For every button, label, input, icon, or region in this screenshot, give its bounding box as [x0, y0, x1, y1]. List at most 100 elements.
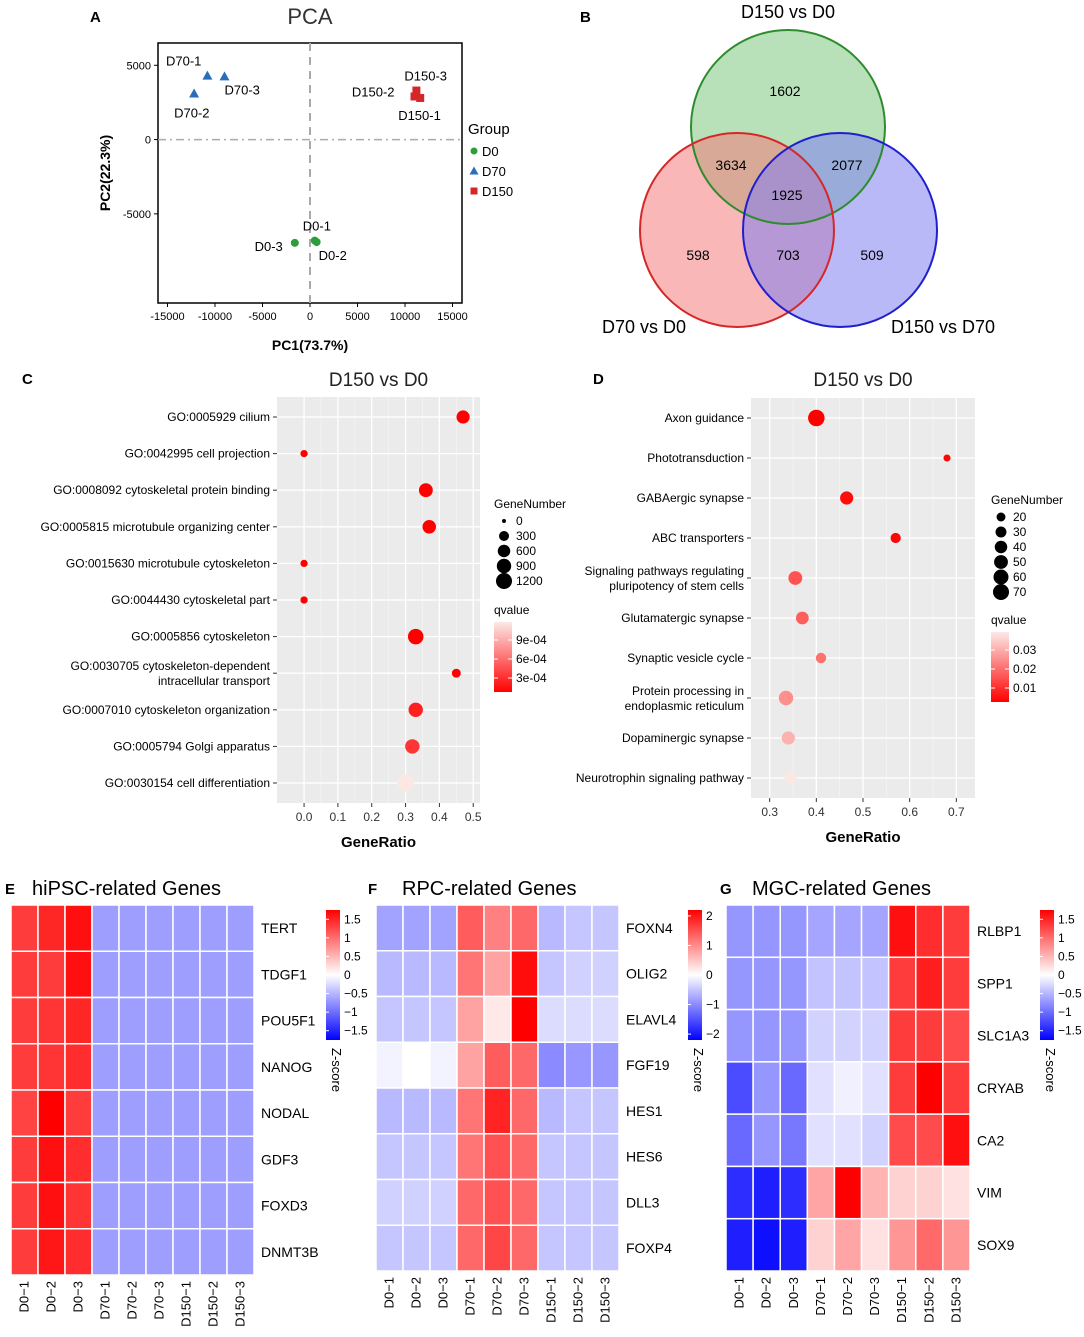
colorbar-tick-label: −1.5 [1058, 1024, 1082, 1038]
data-dot [300, 596, 308, 604]
heatmap-cell [510, 995, 539, 1043]
row-label: NODAL [261, 1105, 309, 1121]
column-label: D0−1 [382, 1277, 397, 1308]
term-label: GO:0005794 Golgi apparatus [113, 739, 270, 753]
heatmap-cell [402, 995, 431, 1043]
region-count-b-only: 598 [686, 247, 710, 263]
colorbar-tick-label: 1.5 [344, 912, 361, 926]
heatmap-cell [806, 1217, 836, 1272]
x-tick-label: 0.3 [761, 805, 778, 819]
colorbar [1040, 910, 1054, 1040]
heatmap-cell [429, 1041, 458, 1089]
term-label: Synaptic vesicle cycle [627, 651, 744, 665]
heatmap-cell [725, 1008, 754, 1063]
heatmap-cell [591, 1178, 620, 1226]
heatmap-cell [887, 904, 917, 959]
heatmap-cell [456, 1041, 485, 1089]
term-label: GO:0015630 microtubule cytoskeleton [66, 556, 270, 570]
heatmap-cell [537, 1133, 566, 1181]
heatmap-cell [91, 1181, 120, 1230]
heatmap-cell [375, 950, 404, 998]
heatmap-cell [199, 1228, 228, 1276]
data-dot [405, 739, 420, 754]
term-label: Signaling pathways regulating [585, 564, 744, 578]
heatmap-cell [456, 950, 485, 998]
data-dot [943, 454, 951, 462]
heatmap-cell [591, 1133, 620, 1181]
term-label: Axon guidance [665, 411, 745, 425]
panel-label: F [368, 881, 377, 898]
heatmap-cell [752, 1165, 781, 1220]
heatmap-cell [10, 996, 39, 1045]
data-point-d150-1 [416, 93, 425, 102]
heatmap-cell [725, 1217, 754, 1272]
heatmap-cell [199, 950, 228, 999]
data-dot [840, 491, 854, 505]
legend-marker [470, 147, 478, 155]
heatmap-cell [510, 1133, 539, 1181]
colorbar-tick-label: 2 [706, 909, 713, 923]
heatmap-cell [806, 1008, 836, 1063]
circle-d150-vs-d70-outline [742, 132, 938, 328]
heatmap-cell [402, 1041, 431, 1089]
heatmap-cell [402, 950, 431, 998]
heatmap-cell [172, 904, 201, 952]
heatmap-cell [456, 904, 485, 952]
heatmap-cell [226, 1135, 255, 1184]
data-dot [300, 559, 308, 568]
heatmap-cell [887, 1008, 917, 1063]
heatmap-cell [887, 956, 917, 1011]
heatmap-cell [483, 1041, 512, 1089]
row-label: SPP1 [977, 975, 1013, 991]
heatmap-cell [483, 1133, 512, 1181]
heatmap-cell [564, 995, 593, 1043]
data-point-d150-3 [412, 86, 421, 95]
heatmap-cell [752, 1113, 781, 1168]
heatmap-cell [402, 1087, 431, 1135]
x-tick-label: 10000 [390, 311, 421, 323]
y-tick-label: 0 [145, 135, 151, 147]
legend-marker [470, 187, 478, 195]
heatmap-cell [10, 950, 39, 999]
column-label: D70−3 [867, 1277, 882, 1316]
color-legend-title: qvalue [494, 603, 530, 617]
panel-label: G [720, 881, 732, 898]
column-label: D150−1 [179, 1281, 194, 1327]
chart-title: D150 vs D0 [813, 370, 912, 391]
heatmap-cell [172, 1135, 201, 1184]
x-tick-label: -5000 [248, 311, 276, 323]
panel-d-kegg-dotplot: D D150 vs D0 0.3 0.4 0.5 0.6 0.7 Axon guidance P… [576, 370, 1063, 846]
column-label: D70−2 [125, 1281, 140, 1320]
column-label: D70−1 [463, 1277, 478, 1316]
heatmap-cell [402, 1224, 431, 1272]
column-label: D150−2 [571, 1277, 586, 1323]
heatmap-cell [860, 904, 890, 959]
size-legend-label: 50 [1013, 555, 1027, 569]
data-dot [397, 774, 415, 792]
colorbar-label: Z-score [329, 1048, 344, 1092]
column-label: D150−2 [206, 1281, 221, 1327]
heatmap-cell [806, 1165, 836, 1220]
panel-g-heatmap: G MGC-related Genes RLBP1 SPP1 SLC1A3 CRYAB CA… [720, 878, 1082, 1323]
data-dot [418, 483, 433, 498]
row-label: ELAVL4 [626, 1011, 677, 1027]
panel-f-heatmap: F RPC-related Genes FOXN4 OLIG2 ELAVL4 FGF19 H… [368, 878, 720, 1323]
row-label: GDF3 [261, 1151, 299, 1167]
x-tick-label: 0.3 [397, 810, 414, 824]
panel-label: A [90, 9, 101, 26]
colorbar-tick-label: 0.5 [344, 949, 361, 963]
data-point-d0-3 [290, 238, 299, 247]
column-label: D0−2 [759, 1277, 774, 1308]
heatmap-cell [429, 1178, 458, 1226]
row-label: POU5F1 [261, 1013, 316, 1029]
legend-label: D150 [482, 184, 513, 199]
data-point-d150-2 [410, 92, 419, 101]
heatmap-cell [199, 904, 228, 952]
legend-marker [469, 166, 479, 175]
region-count-a-only: 1602 [769, 83, 800, 99]
heatmap-cell [564, 950, 593, 998]
heatmap-cell [456, 1133, 485, 1181]
heatmap-cell [145, 1181, 174, 1230]
x-tick-label: 0.4 [431, 810, 448, 824]
